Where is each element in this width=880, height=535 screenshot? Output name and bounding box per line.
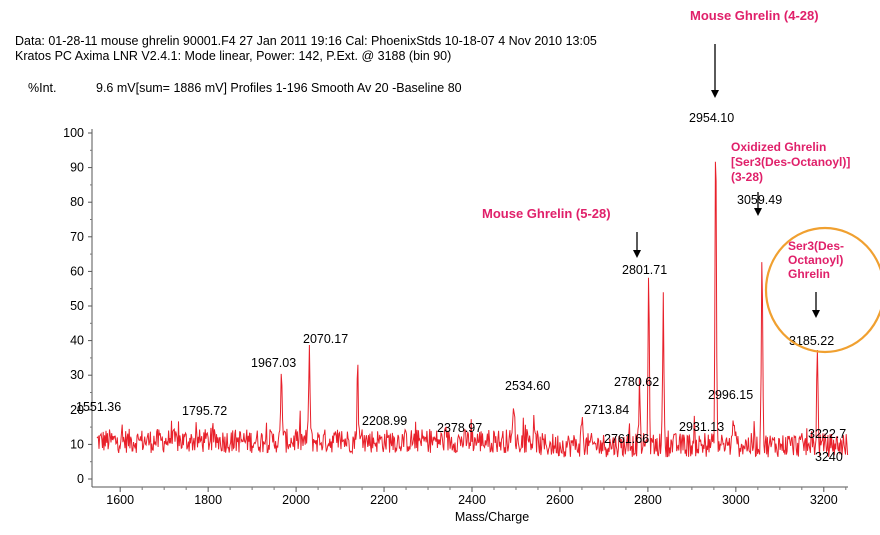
x-tick-label: 2400 <box>458 493 486 507</box>
y-axis-label: %Int. <box>28 81 57 95</box>
y-tick-label: 90 <box>70 161 84 175</box>
peak-label: 2761.66 <box>604 432 649 446</box>
peak-label: 2534.60 <box>505 379 550 393</box>
peak-label: 2713.84 <box>584 403 629 417</box>
arrow-oxidized-ghrelin-head <box>754 208 762 216</box>
y-tick-label: 70 <box>70 230 84 244</box>
x-axis-label: Mass/Charge <box>455 510 529 524</box>
annotation-ghrelin-4-28: Mouse Ghrelin (4-28) <box>690 8 819 23</box>
peak-label: 3222.7 <box>808 427 846 441</box>
y-tick-label: 100 <box>63 126 84 140</box>
header-line-2: Kratos PC Axima LNR V2.4.1: Mode linear,… <box>15 49 452 63</box>
x-tick-label: 2200 <box>370 493 398 507</box>
peak-labels: 1551.36 1795.72 1967.03 2070.17 2208.99 2378.… <box>76 111 846 464</box>
arrow-ghrelin-4-28-head <box>711 90 719 98</box>
peak-label: 1795.72 <box>182 404 227 418</box>
y-tick-label: 30 <box>70 368 84 382</box>
x-tick-label: 2600 <box>546 493 574 507</box>
y-tick-label: 50 <box>70 299 84 313</box>
y-tick-label: 80 <box>70 195 84 209</box>
y-tick-label: 20 <box>70 403 84 417</box>
highlight-circle <box>764 226 880 354</box>
y-tick-label: 40 <box>70 334 84 348</box>
peak-label: 3185.22 <box>789 334 834 348</box>
spectrum-trace <box>96 161 849 458</box>
y-tick-label: 10 <box>70 437 84 451</box>
annotation-des-octanoyl-line: Octanoyl) <box>788 253 843 267</box>
annotation-oxidized-ghrelin-line: Oxidized Ghrelin <box>731 140 826 154</box>
annotation-oxidized-ghrelin-line: (3-28) <box>731 170 763 184</box>
x-tick-label: 1600 <box>106 493 134 507</box>
annotations: Mouse Ghrelin (4-28) Mouse Ghrelin (5-28)… <box>482 8 880 354</box>
x-tick-label: 2800 <box>634 493 662 507</box>
peak-label: 2954.10 <box>689 111 734 125</box>
x-tick-label: 2000 <box>282 493 310 507</box>
acquisition-info: 9.6 mV[sum= 1886 mV] Profiles 1-196 Smoo… <box>96 81 462 95</box>
annotation-ghrelin-5-28: Mouse Ghrelin (5-28) <box>482 206 611 221</box>
arrow-ghrelin-5-28-head <box>633 250 641 258</box>
spectrum-trace-group <box>96 161 849 458</box>
peak-label: 2070.17 <box>303 332 348 346</box>
axes: 0 10 20 30 40 50 60 70 80 90 100 1600 1800 2000 2200 24… <box>63 126 848 524</box>
peak-label: 1967.03 <box>251 356 296 370</box>
arrow-des-octanoyl-head <box>812 310 820 318</box>
x-tick-label: 3200 <box>810 493 838 507</box>
header-line-1: Data: 01-28-11 mouse ghrelin 90001.F4 27… <box>15 34 597 48</box>
annotation-des-octanoyl-line: Ghrelin <box>788 267 830 281</box>
peak-label: 2801.71 <box>622 263 667 277</box>
peak-label: 2996.15 <box>708 388 753 402</box>
peak-label: 3240 <box>815 450 843 464</box>
x-tick-label: 1800 <box>194 493 222 507</box>
peak-label: 2378.97 <box>437 421 482 435</box>
annotation-des-octanoyl-line: Ser3(Des- <box>788 239 844 253</box>
y-tick-label: 60 <box>70 264 84 278</box>
peak-label: 2780.62 <box>614 375 659 389</box>
peak-label: 2208.99 <box>362 414 407 428</box>
peak-label: 1551.36 <box>76 400 121 414</box>
peak-label: 2931.13 <box>679 420 724 434</box>
peak-label: 3059.49 <box>737 193 782 207</box>
y-tick-label: 0 <box>77 472 84 486</box>
annotation-oxidized-ghrelin-line: [Ser3(Des-Octanoyl)] <box>731 155 850 169</box>
x-tick-label: 3000 <box>722 493 750 507</box>
